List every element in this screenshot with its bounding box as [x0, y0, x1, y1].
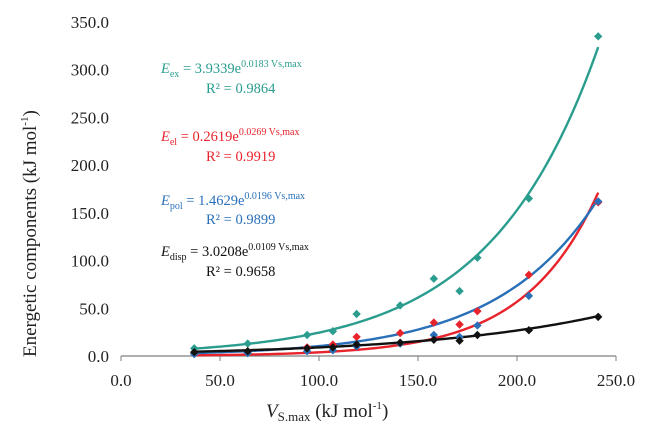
x-tick-label: 100.0: [300, 371, 338, 390]
data-point-el: [455, 320, 464, 329]
data-point-ex: [352, 309, 361, 319]
data-point-disp: [395, 338, 405, 347]
x-tick-label: 200.0: [498, 371, 536, 390]
fit-curve-ex: [194, 46, 600, 350]
data-point-disp: [593, 312, 603, 322]
data-point-disp: [243, 347, 252, 356]
x-axis-title: VS.max (kJ mol-1): [266, 400, 388, 424]
x-tick-label: 50.0: [205, 371, 235, 390]
r-squared-disp: R² = 0.9658: [206, 264, 275, 280]
y-tick-label: 0.0: [88, 347, 109, 366]
data-point-disp: [302, 344, 312, 353]
y-axis-title: Energetic components (kJ mol-1): [19, 110, 41, 357]
data-point-ex: [593, 32, 603, 41]
data-point-disp: [455, 336, 464, 345]
y-tick-label: 300.0: [71, 61, 109, 80]
y-tick-label: 150.0: [71, 204, 109, 223]
equation-el: Eel = 0.2619e0.0269 Vs,max: [160, 127, 299, 148]
data-point-disp: [328, 343, 338, 352]
data-point-disp: [524, 326, 534, 335]
data-point-disp: [429, 335, 439, 344]
data-point-pol: [524, 291, 534, 301]
r-squared-el: R² = 0.9919: [206, 149, 275, 165]
data-point-pol: [593, 197, 603, 206]
data-point-ex: [302, 330, 312, 340]
r-squared-ex: R² = 0.9864: [206, 81, 276, 97]
data-point-pol: [473, 321, 482, 330]
y-tick-label: 100.0: [71, 252, 109, 271]
equation-disp: Edisp = 3.0208e0.0109 Vs,max: [160, 242, 309, 263]
data-point-disp: [190, 347, 199, 357]
r-squared-pol: R² = 0.9899: [206, 212, 275, 228]
fit-curve-el: [194, 192, 600, 357]
data-point-el: [429, 318, 439, 327]
data-points: [190, 32, 603, 359]
x-tick-label: 0.0: [110, 371, 131, 390]
data-point-el: [473, 306, 482, 316]
data-point-ex: [524, 194, 534, 203]
equation-ex: Eex = 3.9339e0.0183 Vs,max: [160, 59, 302, 80]
y-tick-label: 350.0: [71, 13, 109, 32]
data-point-el: [524, 270, 534, 280]
x-tick-label: 150.0: [399, 371, 437, 390]
x-tick-label: 250.0: [597, 371, 635, 390]
data-point-ex: [429, 274, 439, 283]
tick-labels: 0.0 50.0 100.0 150.0 200.0 250.0 0.0 50.0 100.0 1…: [71, 13, 635, 390]
equation-pol: Epol = 1.4629e0.0196 Vs,max: [160, 191, 305, 212]
data-point-disp: [352, 340, 361, 349]
data-point-ex: [473, 253, 482, 262]
data-point-ex: [395, 301, 405, 310]
y-tick-label: 200.0: [71, 156, 109, 175]
data-point-ex: [243, 339, 252, 348]
y-tick-label: 250.0: [71, 108, 109, 127]
data-point-ex: [328, 326, 338, 336]
data-point-el: [352, 332, 361, 342]
data-point-el: [395, 328, 405, 338]
data-point-disp: [473, 330, 482, 340]
y-tick-label: 50.0: [79, 299, 109, 318]
data-point-pol: [429, 330, 439, 340]
data-point-ex: [455, 286, 464, 296]
